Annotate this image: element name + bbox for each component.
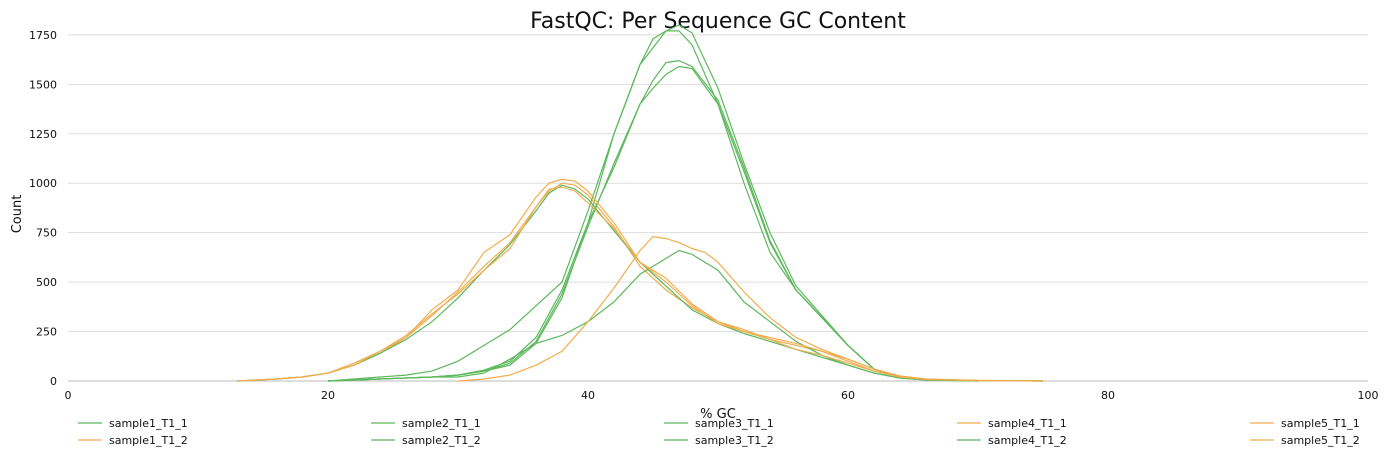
series-line-sample1_T1_1 [327,24,1044,382]
legend-label: sample2_T1_1 [402,417,481,430]
x-axis-label: % GC [700,407,736,422]
chart-title: FastQC: Per Sequence GC Content [530,9,906,34]
y-tick-label: 1250 [29,128,57,141]
x-tick-label: 20 [321,389,335,402]
y-tick-label: 1000 [29,177,57,190]
legend-label: sample2_T1_2 [402,434,481,447]
y-tick-label: 250 [36,326,57,339]
x-tick-label: 80 [1101,389,1115,402]
series-line-sample2_T1_1 [327,59,1044,382]
y-tick-label: 1500 [29,78,57,91]
legend-label: sample1_T1_2 [109,434,188,447]
x-tick-label: 60 [841,389,855,402]
series-line-sample4_T1_2 [236,184,979,382]
series-line-sample4_T1_1 [457,235,979,382]
y-tick-label: 500 [36,276,57,289]
y-axis-ticks: 0 250 500 750 1000 1250 1500 1750 [29,29,57,388]
legend-label: sample5_T1_2 [1281,434,1360,447]
series-line-sample2_T1_2 [327,65,1044,382]
y-tick-label: 1750 [29,29,57,42]
legend-label: sample4_T1_1 [988,417,1067,430]
legend-item[interactable]: sample3_T1_1 [664,417,774,430]
legend-item[interactable]: sample2_T1_2 [371,434,481,447]
legend-label: sample5_T1_1 [1281,417,1360,430]
series-line-sample5_T1_1 [236,178,1044,382]
plot-series [236,24,1044,382]
series-line-sample5_T1_2 [236,186,1044,382]
legend-item[interactable]: sample4_T1_2 [957,434,1067,447]
x-tick-label: 100 [1358,389,1379,402]
legend-item[interactable]: sample1_T1_2 [78,434,188,447]
y-tick-label: 0 [50,375,57,388]
y-axis-label: Count [10,195,25,234]
legend-item[interactable]: sample3_T1_2 [664,434,774,447]
legend-item[interactable]: sample2_T1_1 [371,417,481,430]
legend-label: sample3_T1_2 [695,434,774,447]
legend-item[interactable]: sample5_T1_2 [1250,434,1360,447]
legend-label: sample3_T1_1 [695,417,774,430]
legend-label: sample4_T1_2 [988,434,1067,447]
grid-lines [68,34,1368,382]
legend: sample1_T1_1sample1_T1_2sample2_T1_1samp… [78,417,1360,447]
legend-label: sample1_T1_1 [109,417,188,430]
legend-item[interactable]: sample5_T1_1 [1250,417,1360,430]
y-tick-label: 750 [36,227,57,240]
x-axis-ticks: 0 20 40 60 80 100 [65,389,1379,402]
x-tick-label: 40 [581,389,595,402]
x-tick-label: 0 [65,389,72,402]
legend-item[interactable]: sample4_T1_1 [957,417,1067,430]
legend-item[interactable]: sample1_T1_1 [78,417,188,430]
series-line-sample3_T1_1 [327,30,979,382]
